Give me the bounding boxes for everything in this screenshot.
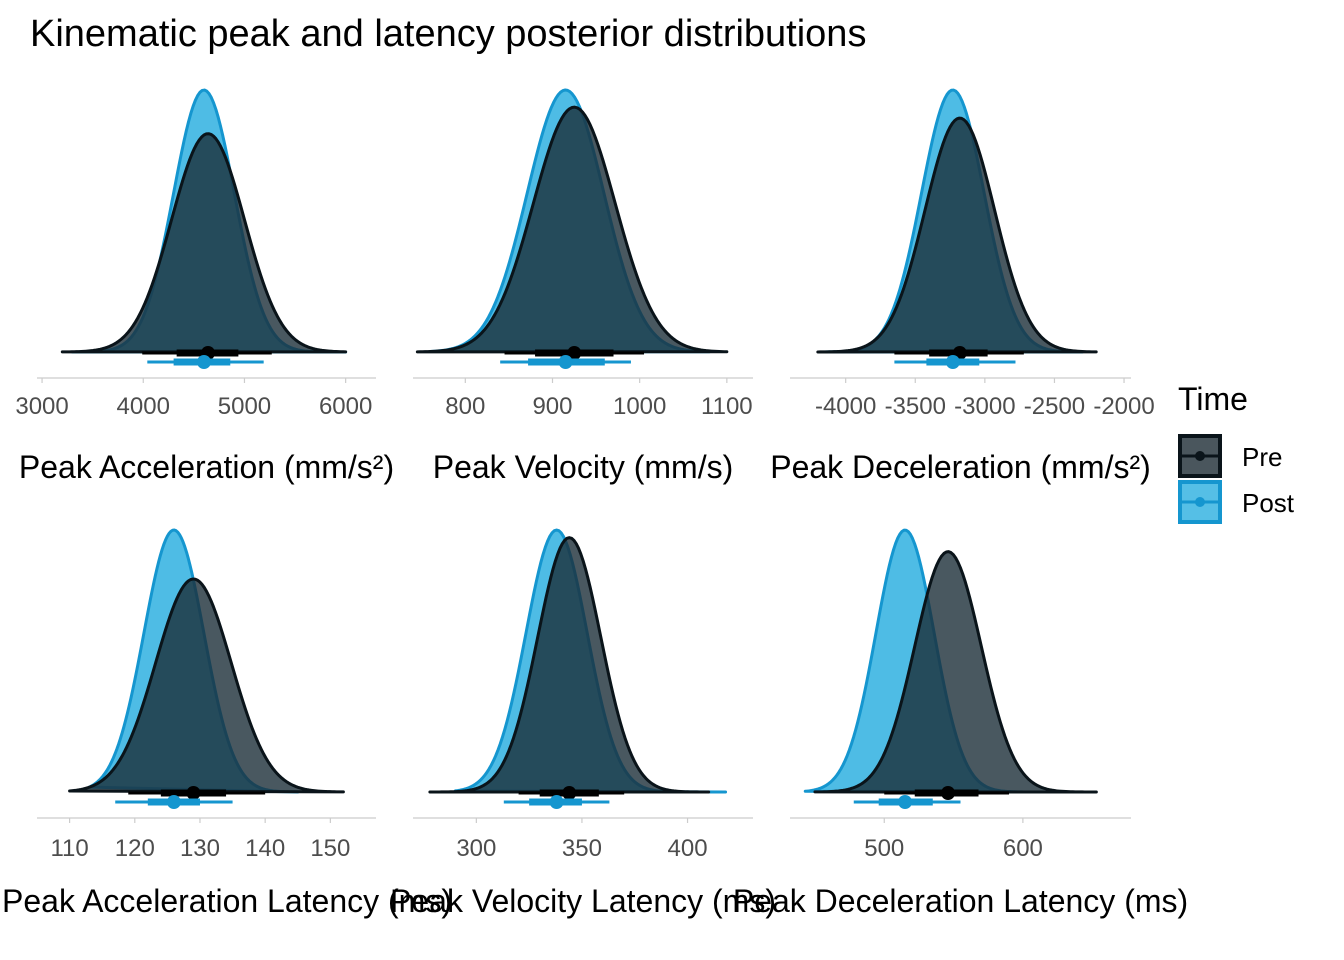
x-tick-label: 110 bbox=[50, 835, 88, 862]
x-tick-label: 900 bbox=[532, 393, 572, 420]
legend-label-pre: Pre bbox=[1242, 442, 1282, 472]
x-axis-title: Peak Acceleration (mm/s²) bbox=[19, 449, 394, 485]
x-tick-label: -4000 bbox=[815, 393, 876, 420]
x-axis-title: Peak Velocity Latency (ms) bbox=[390, 883, 776, 919]
x-axis-title: Peak Acceleration Latency (ms) bbox=[2, 883, 452, 919]
chart-title: Kinematic peak and latency posterior dis… bbox=[30, 13, 866, 55]
x-tick-label: 140 bbox=[245, 835, 285, 862]
x-tick-label: 130 bbox=[180, 835, 220, 862]
x-tick-label: 350 bbox=[562, 835, 602, 862]
median-point-post bbox=[549, 795, 564, 809]
x-tick-label: 150 bbox=[310, 835, 350, 862]
median-point-pre bbox=[562, 786, 577, 800]
x-tick-label: 1100 bbox=[701, 393, 753, 420]
legend-title: Time bbox=[1178, 381, 1248, 417]
legend-key-post-point bbox=[1195, 497, 1205, 507]
x-tick-label: 5000 bbox=[218, 393, 271, 420]
x-tick-label: 4000 bbox=[117, 393, 170, 420]
density-pre bbox=[415, 105, 729, 354]
x-tick-label: 800 bbox=[445, 393, 485, 420]
legend-item-pre: Pre bbox=[1178, 434, 1282, 478]
density-pre bbox=[813, 550, 1098, 794]
x-tick-label: -2500 bbox=[1024, 393, 1085, 420]
x-tick-label: 6000 bbox=[319, 393, 372, 420]
x-axis-title: Peak Deceleration Latency (ms) bbox=[733, 883, 1188, 919]
median-point-post bbox=[945, 355, 960, 369]
x-tick-label: -3500 bbox=[885, 393, 946, 420]
x-tick-label: 300 bbox=[456, 835, 496, 862]
density-pre bbox=[428, 536, 711, 794]
x-axis-title: Peak Deceleration (mm/s²) bbox=[770, 449, 1151, 485]
panel-2: 800 900 1000 1100 Peak Velocity (mm/s) bbox=[413, 88, 753, 485]
x-tick-label: 120 bbox=[115, 835, 155, 862]
density-pre bbox=[60, 132, 348, 354]
x-tick-label: 1000 bbox=[613, 393, 666, 420]
median-point-post bbox=[898, 795, 913, 809]
x-tick-label: -3000 bbox=[954, 393, 1015, 420]
x-axis-title: Peak Velocity (mm/s) bbox=[433, 449, 734, 485]
x-tick-label: 600 bbox=[1003, 835, 1043, 862]
density-pre bbox=[816, 116, 1098, 354]
panel-1: 3000 4000 5000 6000 Peak Acceleration (mm/s²… bbox=[15, 88, 394, 485]
chart-panels: 3000 4000 5000 6000 Peak Acceleration (mm/s²… bbox=[2, 88, 1188, 919]
legend-key-pre-point bbox=[1195, 451, 1205, 461]
x-tick-label: 3000 bbox=[15, 393, 68, 420]
panel-3: -4000 -3500 -3000 -2500 -2000 Peak Decelerati… bbox=[770, 88, 1155, 485]
legend-label-post: Post bbox=[1242, 488, 1295, 518]
median-point-pre bbox=[941, 786, 956, 800]
legend-item-post: Post bbox=[1178, 480, 1295, 524]
median-point-post bbox=[166, 795, 181, 809]
median-point-post bbox=[196, 355, 211, 369]
x-tick-label: 400 bbox=[668, 835, 708, 862]
legend: Time Pre Post bbox=[1178, 381, 1295, 524]
median-point-post bbox=[558, 355, 573, 369]
x-tick-label: 500 bbox=[864, 835, 904, 862]
panel-4: 110 120 130 140 150 Peak Acceleration Latency… bbox=[2, 528, 452, 919]
panel-5: 300 350 400 Peak Velocity Latency (ms) bbox=[390, 528, 776, 919]
panel-6: 500 600 Peak Deceleration Latency (ms) bbox=[733, 528, 1188, 919]
x-tick-label: -2000 bbox=[1093, 393, 1154, 420]
density-pre bbox=[68, 577, 345, 794]
median-point-pre bbox=[567, 346, 582, 360]
median-point-pre bbox=[186, 786, 201, 800]
